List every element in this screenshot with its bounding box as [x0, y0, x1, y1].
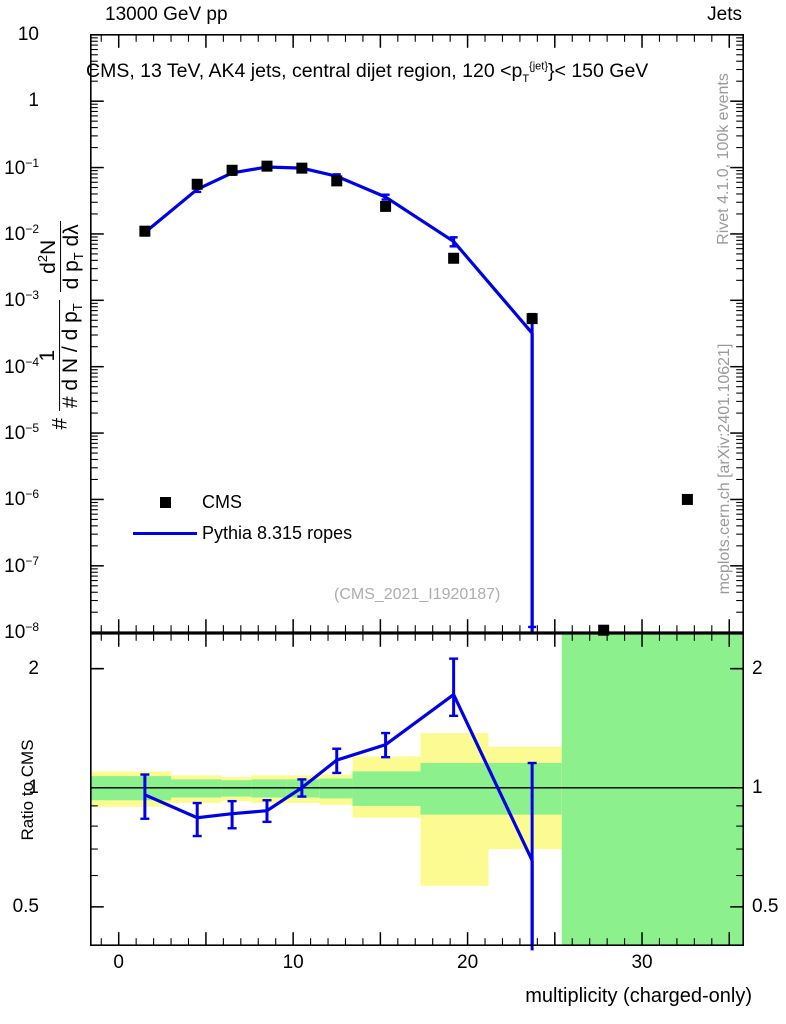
main-cms-marker-1: [191, 178, 203, 190]
main-frame-outline: [90, 33, 745, 634]
x-tick-label-0: 0: [113, 952, 124, 974]
ratio-ytick-label-right-0: 2: [752, 657, 763, 679]
analysis-id-watermark: (CMS_2021_I1920187): [334, 586, 501, 603]
main-cms-marker-8: [526, 313, 538, 325]
ratio-frame-outline: [90, 632, 745, 946]
ratio-band-green-7: [420, 763, 489, 815]
main-ytick-label-7: 10−6: [4, 487, 39, 511]
analysis-category-label: Jets: [707, 4, 742, 25]
main-title-sub: T: [522, 72, 530, 85]
main-pythia-curve: [143, 165, 534, 335]
main-title-suffix: }< 150 GeV: [548, 60, 649, 82]
legend-label-pythia: Pythia 8.315 ropes: [202, 523, 353, 543]
main-cms-marker-6: [380, 200, 392, 212]
main-ytick-label-4: 10−3: [4, 288, 39, 312]
main-title-prefix: CMS, 13 TeV, AK4 jets, central dijet reg…: [86, 60, 523, 82]
ratio-uncertainty-bands: [90, 633, 744, 946]
main-ytick-label-1: 1: [28, 90, 39, 112]
main-cms-marker-2: [226, 164, 238, 176]
x-axis-label: multiplicity (charged-only): [525, 985, 752, 1007]
main-cms-marker-5: [331, 175, 343, 187]
ratio-band-green-6: [352, 771, 421, 806]
ratio-ytick-label-1: 1: [28, 776, 39, 798]
main-ytick-label-0: 10: [17, 23, 39, 45]
main-plot-title: CMS, 13 TeV, AK4 jets, central dijet reg…: [86, 60, 648, 85]
x-tick-label-3: 30: [631, 952, 653, 974]
legend-entry-pythia[interactable]: Pythia 8.315 ropes: [128, 518, 352, 549]
ratio-band-green-8: [488, 763, 562, 815]
main-plot-panel: [90, 34, 744, 633]
main-cms-marker-9: [598, 624, 610, 636]
legend: CMS Pythia 8.315 ropes: [128, 487, 352, 549]
main-cms-marker-4: [296, 162, 308, 174]
main-title-sup: {jet}: [529, 60, 549, 73]
legend-entry-cms[interactable]: CMS: [128, 487, 352, 518]
x-tick-label-1: 10: [282, 952, 304, 974]
ratio-ytick-label-0: 2: [28, 657, 39, 679]
ratio-ytick-label-right-2: 0.5: [752, 895, 779, 917]
ratio-band-green-9: [561, 633, 744, 946]
main-ytick-label-9: 10−8: [4, 620, 39, 644]
beam-energy-label: 13000 GeV pp: [105, 4, 228, 25]
legend-marker-square: [128, 497, 202, 508]
ratio-ytick-label-2: 0.5: [12, 895, 39, 917]
main-ytick-label-8: 10−7: [4, 553, 39, 577]
main-ytick-label-3: 10−2: [4, 221, 39, 246]
main-cms-marker-7: [448, 252, 460, 264]
main-cms-marker-10: [681, 493, 693, 505]
legend-label-cms: CMS: [202, 492, 242, 512]
main-ytick-label-5: 10−4: [4, 354, 39, 378]
main-cms-marker-3: [261, 160, 273, 172]
x-tick-label-2: 20: [457, 952, 479, 974]
main-ytick-label-6: 10−5: [4, 420, 39, 445]
ratio-band-green-5: [319, 778, 353, 799]
main-cms-marker-0: [139, 225, 151, 237]
ratio-ytick-label-right-1: 1: [752, 776, 763, 798]
legend-marker-line: [128, 532, 202, 535]
main-ytick-label-2: 10−1: [4, 155, 39, 179]
